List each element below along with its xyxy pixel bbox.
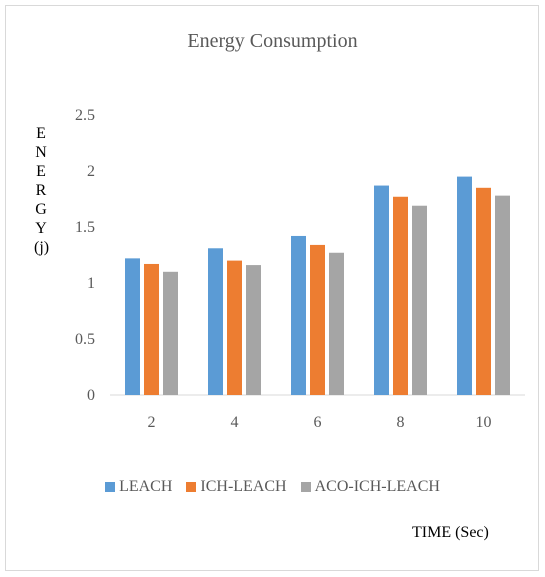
bar-aco-ich-leach-6 — [329, 252, 344, 395]
bar-leach-2 — [125, 258, 140, 395]
legend-swatch — [300, 482, 311, 492]
bar-leach-10 — [457, 176, 472, 395]
legend-item-aco-ich-leach: ACO-ICH-LEACH — [300, 478, 440, 496]
x-tick-label: 2 — [148, 414, 156, 431]
chart-title: Energy Consumption — [187, 30, 358, 52]
bar-ich-leach-2 — [144, 263, 159, 395]
y-tick-label: 0 — [87, 387, 95, 404]
legend: LEACH ICH-LEACH ACO-ICH-LEACH — [0, 478, 545, 496]
bar-ich-leach-10 — [476, 187, 491, 395]
chart-frame — [5, 5, 539, 571]
x-tick-label: 8 — [397, 414, 405, 431]
legend-swatch — [105, 482, 116, 492]
legend-swatch — [186, 482, 197, 492]
y-tick-label: 2.5 — [75, 107, 95, 124]
bar-aco-ich-leach-8 — [412, 205, 427, 395]
bar-leach-6 — [291, 235, 306, 395]
bar-leach-4 — [208, 248, 223, 395]
bar-aco-ich-leach-10 — [495, 195, 510, 395]
bar-aco-ich-leach-2 — [163, 271, 178, 395]
legend-label: LEACH — [119, 478, 173, 495]
x-tick-label: 6 — [314, 414, 322, 431]
legend-item-leach: LEACH — [105, 478, 172, 496]
y-tick-label: 2 — [87, 163, 95, 180]
y-tick-label: 0.5 — [75, 331, 95, 348]
bar-ich-leach-4 — [227, 260, 242, 395]
bar-aco-ich-leach-4 — [246, 265, 261, 395]
bar-ich-leach-6 — [310, 244, 325, 395]
bar-leach-8 — [374, 185, 389, 395]
y-tick-label: 1.5 — [75, 219, 95, 236]
y-tick-label: 1 — [87, 275, 95, 292]
legend-label: ICH-LEACH — [200, 478, 287, 495]
legend-item-ich-leach: ICH-LEACH — [186, 478, 287, 496]
y-axis-label: ENERGY(j) — [34, 125, 50, 256]
legend-label: ACO-ICH-LEACH — [314, 478, 440, 495]
x-axis-label: TIME (Sec) — [412, 524, 489, 541]
x-tick-label: 10 — [476, 414, 492, 431]
bar-ich-leach-8 — [393, 196, 408, 395]
x-tick-label: 4 — [231, 414, 239, 431]
